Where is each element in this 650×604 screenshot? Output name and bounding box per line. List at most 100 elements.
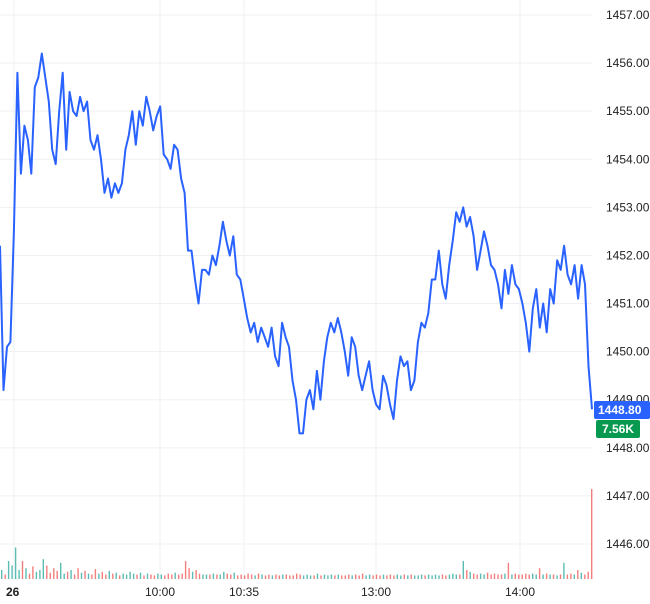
time-axis[interactable]: 26 10:00 10:35 13:00 14:00: [6, 585, 535, 599]
volume-bar: [573, 574, 575, 579]
volume-bar: [195, 570, 197, 579]
last-price-badge: [594, 401, 650, 419]
volume-bar: [556, 575, 558, 579]
volume-bar: [334, 575, 336, 579]
volume-bar: [7, 561, 10, 579]
volume-bar: [528, 574, 530, 579]
volume-bar: [445, 575, 447, 579]
volume-bars: [1, 489, 593, 579]
volume-bar: [400, 575, 402, 579]
volume-bar: [563, 562, 565, 579]
volume-bar: [542, 574, 544, 579]
volume-bar: [483, 574, 485, 579]
volume-bar: [271, 575, 274, 579]
volume-bar: [49, 572, 51, 579]
volume-bar: [344, 575, 346, 579]
volume-bar: [476, 574, 478, 579]
volume-bar: [63, 573, 65, 579]
volume-bar: [535, 574, 537, 579]
volume-bar: [486, 572, 489, 579]
volume-bar: [42, 559, 44, 579]
time-tick-label: 14:00: [505, 585, 535, 599]
volume-bar: [521, 574, 523, 579]
volume-bar: [452, 573, 454, 579]
volume-bar: [212, 573, 215, 579]
volume-bar: [167, 573, 169, 579]
volume-bar: [56, 570, 58, 579]
price-axis[interactable]: 1446.001447.001448.001449.001450.001451.…: [606, 8, 650, 551]
volume-bar: [379, 575, 381, 579]
volume-bar: [237, 575, 239, 579]
volume-bar: [584, 574, 586, 579]
price-tick-label: 1455.00: [606, 104, 650, 118]
volume-bar: [233, 572, 235, 579]
price-series-line: [0, 52, 593, 435]
volume-bar: [209, 574, 211, 579]
volume-bar: [275, 574, 277, 579]
volume-bar: [191, 571, 194, 579]
price-tick-label: 1456.00: [606, 56, 650, 70]
volume-bar: [98, 573, 100, 579]
time-tick-label: 10:35: [229, 585, 259, 599]
volume-bar: [53, 568, 55, 579]
volume-bar: [77, 568, 79, 579]
volume-bar: [299, 574, 301, 579]
volume-bar: [306, 574, 308, 579]
volume-bar: [337, 574, 339, 579]
volume-bar: [330, 574, 333, 579]
volume-bar: [184, 561, 187, 579]
volume-bar: [490, 574, 492, 579]
volume-bar: [479, 573, 482, 579]
last-volume-badge: [596, 420, 640, 438]
volume-bar: [115, 572, 117, 579]
volume-bar: [108, 570, 110, 579]
volume-bar: [434, 574, 437, 579]
volume-bar: [358, 575, 360, 579]
price-tick-label: 1453.00: [606, 200, 650, 214]
volume-bar: [566, 574, 569, 579]
volume-bar: [178, 574, 180, 579]
volume-bar: [181, 573, 183, 579]
volume-bar: [28, 573, 31, 579]
volume-bar: [296, 573, 298, 579]
volume-bar: [289, 575, 291, 579]
volume-bar: [424, 575, 426, 579]
volume-bar: [157, 573, 159, 579]
volume-bar: [462, 561, 464, 579]
volume-bar: [1, 570, 3, 579]
volume-bar: [205, 574, 208, 579]
volume-bar: [4, 574, 6, 579]
volume-bar: [282, 574, 284, 579]
volume-bar: [278, 575, 280, 579]
volume-bar: [473, 573, 475, 579]
volume-bar: [393, 575, 395, 579]
volume-bar: [254, 575, 256, 579]
volume-bar: [559, 574, 562, 579]
volume-bar: [125, 574, 128, 579]
volume-bar: [202, 574, 204, 579]
volume-bar: [316, 573, 319, 579]
volume-bar: [18, 570, 20, 579]
volume-bar: [292, 575, 294, 579]
volume-bar: [407, 575, 409, 579]
volume-bar: [226, 573, 228, 579]
volume-bar: [250, 574, 253, 579]
volume-bar: [545, 573, 548, 579]
volume-bar: [247, 573, 249, 579]
volume-bar: [11, 565, 13, 579]
volume-bar: [420, 574, 423, 579]
volume-bar: [91, 574, 93, 579]
volume-bar: [136, 574, 138, 579]
volume-bar: [84, 570, 86, 579]
volume-bar: [587, 571, 589, 579]
volume-bar: [146, 573, 149, 579]
volume-bar: [309, 575, 312, 579]
volume-bar: [355, 574, 357, 579]
volume-bar: [139, 572, 142, 579]
volume-bar: [552, 574, 555, 579]
volume-bar: [223, 571, 225, 579]
volume-bar: [525, 573, 527, 579]
volume-bar: [414, 575, 416, 579]
volume-bar: [153, 575, 156, 579]
